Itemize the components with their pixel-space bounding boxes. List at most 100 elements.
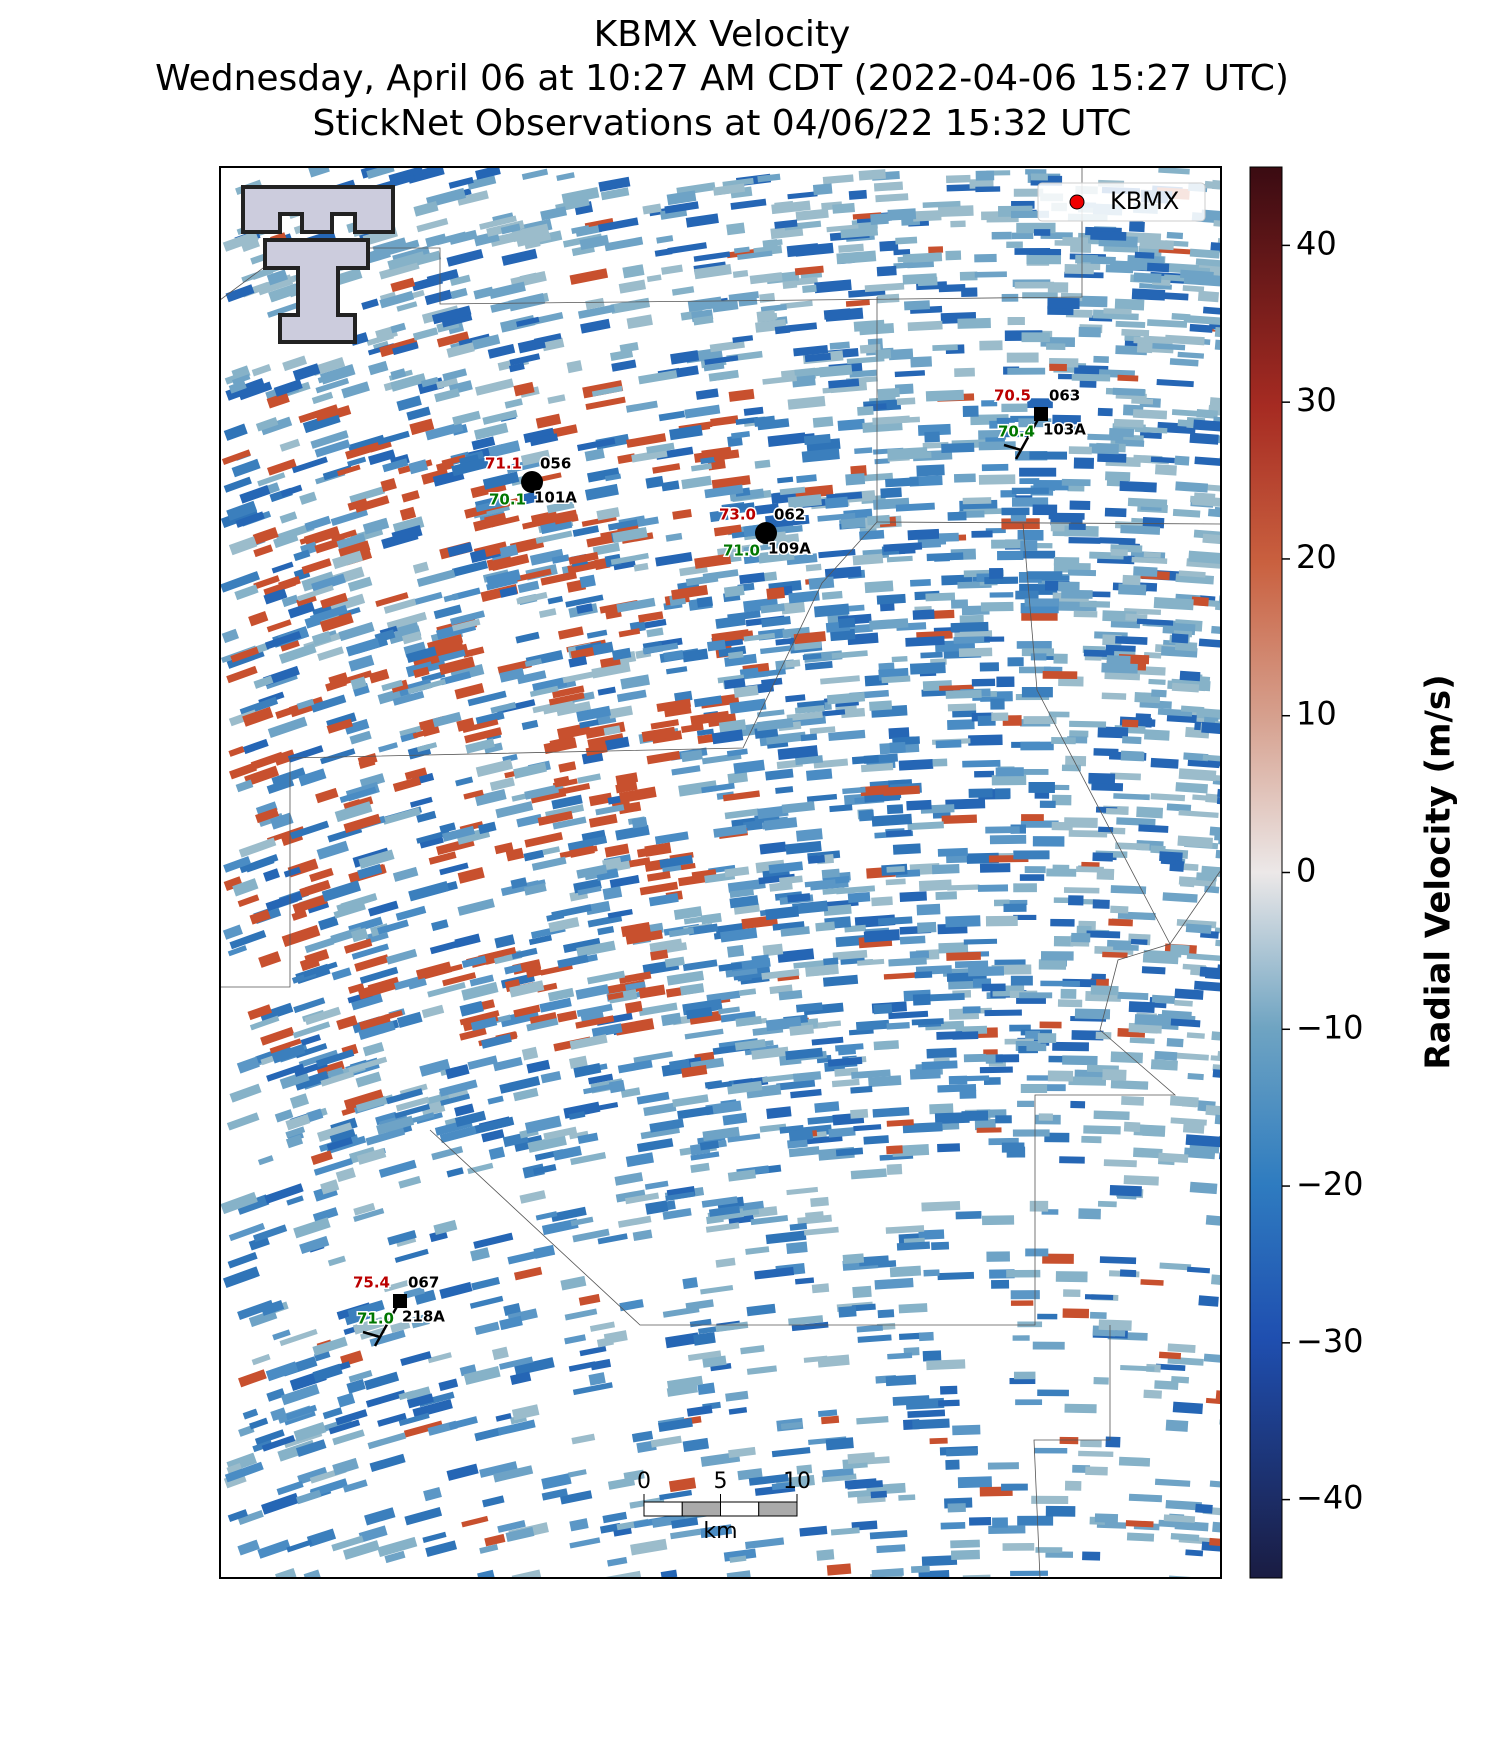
radar-echo xyxy=(261,1434,296,1452)
radar-echo xyxy=(383,598,417,614)
radar-echo xyxy=(332,550,363,570)
radar-echo xyxy=(678,873,710,887)
radar-echo xyxy=(1025,1030,1041,1041)
radar-echo xyxy=(1102,951,1128,958)
radar-echo xyxy=(1140,1279,1164,1286)
radar-echo xyxy=(704,484,744,499)
radar-echo xyxy=(436,231,467,246)
radar-echo xyxy=(350,676,367,691)
radar-echo xyxy=(479,1544,499,1554)
radar-echo xyxy=(412,1398,453,1419)
radar-echo xyxy=(778,989,803,1001)
radar-echo xyxy=(642,642,679,655)
radar-echo xyxy=(709,340,745,353)
radar-echo xyxy=(818,364,853,378)
radar-echo xyxy=(724,866,750,878)
radar-echo xyxy=(789,1024,814,1036)
radar-echo xyxy=(1064,1480,1082,1491)
colorbar-tick-label: −20 xyxy=(1296,1165,1364,1203)
radar-echo xyxy=(952,1424,981,1436)
radar-echo xyxy=(584,217,614,229)
radar-echo xyxy=(1110,772,1141,781)
radar-echo xyxy=(825,1437,854,1451)
radar-echo xyxy=(390,277,416,293)
radar-echo xyxy=(751,954,770,965)
radar-echo xyxy=(1185,923,1212,934)
radar-echo xyxy=(1129,1037,1155,1044)
radar-echo xyxy=(898,544,916,555)
radar-echo xyxy=(888,348,914,361)
radar-echo xyxy=(1148,678,1166,685)
radar-echo xyxy=(255,801,278,817)
radar-echo xyxy=(910,578,931,587)
radar-echo xyxy=(299,491,317,505)
radar-echo xyxy=(537,810,574,826)
radar-echo xyxy=(1214,1114,1221,1127)
radar-echo xyxy=(255,417,279,432)
radar-echo xyxy=(851,1303,876,1312)
radar-echo xyxy=(926,552,964,562)
radar-echo xyxy=(722,177,754,188)
radar-echo xyxy=(238,1425,255,1437)
radar-echo xyxy=(710,1363,732,1372)
radar-echo xyxy=(273,749,296,766)
radar-echo xyxy=(315,407,340,422)
radar-echo xyxy=(242,706,274,727)
radar-echo xyxy=(984,1009,1022,1017)
radar-echo xyxy=(1149,342,1186,351)
radar-echo xyxy=(591,385,623,397)
radar-echo xyxy=(947,511,967,521)
radar-echo xyxy=(579,1345,607,1357)
radar-echo xyxy=(946,854,969,864)
radar-echo xyxy=(733,246,750,254)
radar-echo xyxy=(1015,1399,1043,1406)
radar-echo xyxy=(604,843,630,858)
radar-echo xyxy=(898,1494,916,1501)
radar-echo xyxy=(543,737,578,755)
radar-echo xyxy=(220,1191,258,1215)
radar-echo xyxy=(522,519,543,530)
radar-echo xyxy=(407,678,447,695)
radar-echo xyxy=(947,703,977,712)
station-marker xyxy=(1034,407,1048,421)
radar-echo xyxy=(569,1130,589,1140)
radar-echo xyxy=(1099,1256,1137,1265)
radar-echo xyxy=(311,357,346,376)
radar-echo xyxy=(893,248,911,256)
radar-echo xyxy=(561,187,600,205)
radar-echo xyxy=(981,463,1009,472)
radar-echo xyxy=(1112,387,1145,396)
radar-echo xyxy=(786,1186,819,1196)
radar-echo xyxy=(334,801,373,823)
radar-echo xyxy=(963,938,998,945)
radar-echo xyxy=(832,949,868,961)
station-id: 101A xyxy=(534,489,577,507)
radar-echo xyxy=(1116,817,1156,827)
radar-echo xyxy=(746,1303,776,1317)
radar-echo xyxy=(831,1078,860,1088)
radar-echo xyxy=(264,1183,304,1204)
radar-echo xyxy=(348,1056,388,1074)
radar-echo xyxy=(720,927,758,943)
radar-echo xyxy=(1210,242,1221,253)
radar-echo xyxy=(248,1309,278,1328)
radar-echo xyxy=(576,1003,613,1018)
radar-echo xyxy=(727,651,744,660)
radar-echo xyxy=(394,1248,429,1263)
radar-echo xyxy=(668,1477,697,1493)
radar-echo xyxy=(630,1538,668,1556)
radar-echo xyxy=(991,712,1009,721)
radar-echo xyxy=(509,353,541,366)
radar-echo xyxy=(932,758,948,767)
radar-echo xyxy=(300,1034,321,1046)
radar-echo xyxy=(1044,1132,1070,1143)
radar-echo xyxy=(807,1115,835,1125)
radar-echo xyxy=(279,638,300,652)
radar-echo xyxy=(1118,583,1147,596)
radar-echo xyxy=(947,884,980,891)
radar-echo xyxy=(762,1073,799,1083)
radar-echo xyxy=(512,568,552,583)
radar-echo xyxy=(727,771,748,784)
radar-echo xyxy=(449,610,486,626)
radar-echo xyxy=(295,1439,327,1457)
